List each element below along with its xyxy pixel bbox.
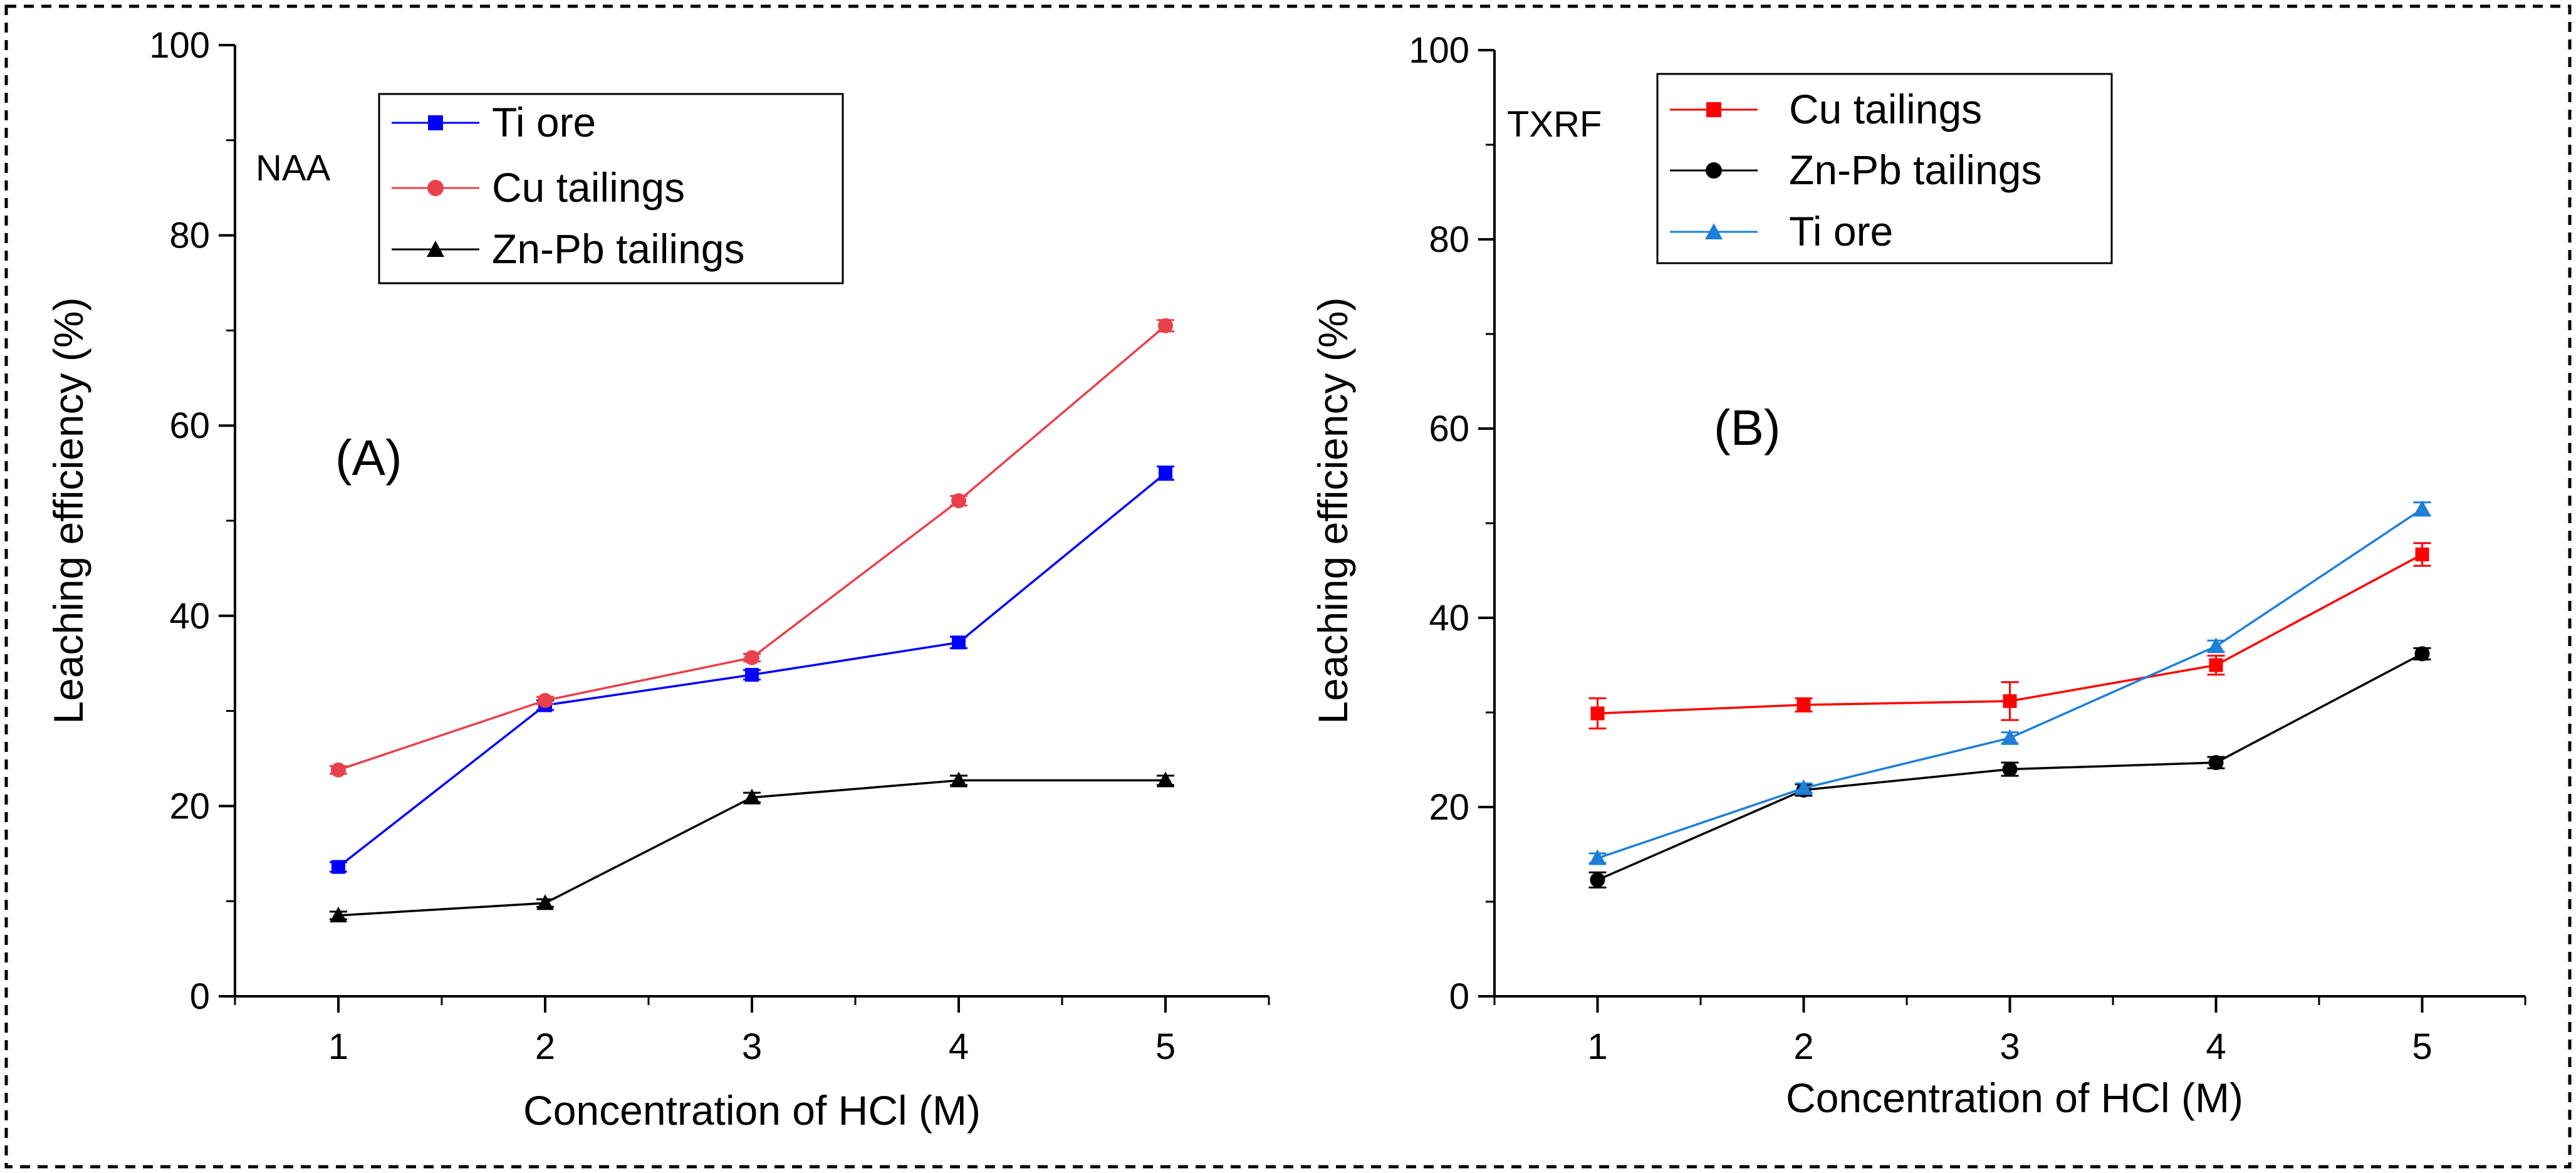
data-point [951, 493, 966, 509]
data-point [950, 771, 967, 788]
x-tick-label: 1 [328, 1026, 348, 1067]
x-tick-label: 3 [2000, 1026, 2020, 1067]
method-label: TXRF [1507, 104, 1602, 145]
y-tick-label: 20 [1429, 787, 1469, 828]
data-point [744, 650, 759, 665]
data-point [536, 894, 554, 910]
series-line [338, 325, 1167, 771]
series-layer [330, 318, 1174, 922]
data-point [331, 762, 346, 778]
series-ti-ore [1588, 500, 2431, 865]
legend-label: Cu tailings [492, 164, 685, 211]
legend-label: Zn-Pb tailings [492, 226, 745, 272]
y-axis-title: Leaching efficiency (%) [1310, 297, 1356, 724]
data-point [330, 906, 347, 922]
x-tick-label: 2 [535, 1026, 555, 1067]
panel-label: (A) [335, 430, 402, 486]
y-tick-label: 0 [190, 976, 210, 1017]
legend-label: Ti ore [492, 99, 596, 145]
data-point [2207, 637, 2225, 654]
y-tick-label: 80 [169, 216, 210, 256]
legend-label: Cu tailings [1789, 86, 1982, 132]
legend-entry: Cu tailings [392, 164, 685, 211]
y-tick-label: 60 [169, 405, 210, 446]
data-point [1590, 872, 1605, 888]
legend-marker [427, 241, 444, 257]
y-axis-title: Leaching efficiency (%) [45, 297, 91, 724]
chart-panel-b: 1 2 3 4 5 0 20 40 60 80 100 Leaching efficiency (%… [1310, 30, 2526, 1121]
y-tick-label: 100 [149, 25, 210, 66]
legend-entry: Ti ore [1670, 208, 1893, 254]
data-point [331, 860, 345, 874]
series-zn-pb-tailings [1588, 646, 2431, 889]
axes: 1 2 3 4 5 0 20 40 60 80 100 [1409, 30, 2526, 1067]
chart-panel-a: 1 2 3 4 5 0 20 40 60 80 100 Leaching efficiency (%… [45, 25, 1270, 1134]
y-tick-label: 40 [169, 596, 210, 637]
data-point [743, 788, 761, 805]
series-layer [1588, 500, 2431, 889]
data-point [1157, 771, 1174, 788]
series-ti-ore [330, 465, 1174, 874]
series-cu-tailings [330, 318, 1174, 778]
data-point [1159, 466, 1172, 481]
data-point [1796, 697, 1811, 712]
legend-marker [1706, 162, 1722, 179]
data-point [2003, 694, 2017, 708]
legend-label: Zn-Pb tailings [1789, 147, 2042, 193]
data-point [2209, 658, 2223, 672]
legend-entry: Zn-Pb tailings [392, 226, 745, 272]
x-tick-label: 2 [1793, 1026, 1813, 1067]
y-tick-label: 80 [1429, 219, 1469, 260]
y-tick-label: 20 [169, 786, 210, 826]
data-point [1590, 706, 1605, 721]
y-tick-label: 60 [1429, 409, 1469, 449]
legend: Ti ore Cu tailings Zn-Pb tailings [378, 93, 844, 284]
data-point [2415, 547, 2429, 561]
y-tick-label: 100 [1409, 30, 1469, 71]
figure-border [4, 4, 2572, 1169]
x-tick-label: 4 [949, 1026, 969, 1067]
y-tick-label: 40 [1429, 598, 1469, 639]
x-tick-label: 3 [742, 1026, 762, 1067]
data-point [745, 667, 759, 682]
data-point [2208, 755, 2224, 771]
data-point [538, 692, 553, 708]
legend-entry: Zn-Pb tailings [1670, 147, 2042, 193]
x-tick-label: 5 [2412, 1026, 2432, 1067]
legend-entry: Ti ore [392, 99, 596, 145]
series-zn-pb-tailings [330, 771, 1174, 922]
data-point [2413, 500, 2431, 516]
legend-marker [1706, 102, 1721, 117]
data-point [2002, 761, 2018, 777]
legend-entry: Cu tailings [1670, 86, 1982, 132]
x-axis-title: Concentration of HCl (M) [523, 1087, 981, 1134]
panel-label: (B) [1714, 400, 1781, 456]
legend-marker [1705, 223, 1723, 239]
data-point [1588, 849, 1607, 865]
x-tick-label: 5 [1155, 1026, 1176, 1067]
axes: 1 2 3 4 5 0 20 40 60 80 100 [149, 25, 1270, 1067]
method-label: NAA [256, 148, 331, 189]
data-point [1795, 779, 1813, 795]
legend-marker [427, 180, 444, 196]
data-point [2414, 646, 2430, 662]
x-axis-title: Concentration of HCl (M) [1786, 1075, 2243, 1121]
x-tick-label: 4 [2206, 1026, 2226, 1067]
legend-marker [428, 115, 443, 130]
legend-label: Ti ore [1789, 208, 1893, 254]
data-point [952, 635, 966, 650]
series-cu-tailings [1588, 542, 2431, 730]
legend: Cu tailings Zn-Pb tailings Ti ore [1656, 73, 2113, 264]
y-tick-label: 0 [1449, 976, 1469, 1017]
data-point [2001, 729, 2019, 745]
data-point [1158, 318, 1173, 333]
x-tick-label: 1 [1587, 1026, 1607, 1067]
